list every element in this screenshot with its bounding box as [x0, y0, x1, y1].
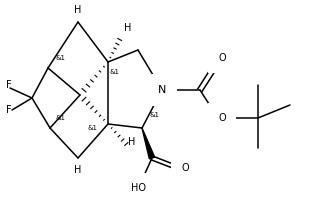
Text: &1: &1 [55, 115, 65, 121]
Text: &1: &1 [87, 125, 97, 131]
Text: O: O [181, 163, 189, 173]
Text: O: O [218, 113, 226, 123]
Text: H: H [74, 165, 82, 175]
Text: H: H [74, 5, 82, 15]
Text: &1: &1 [109, 69, 119, 75]
Polygon shape [142, 128, 155, 159]
Text: O: O [218, 53, 226, 63]
Text: F: F [6, 80, 12, 90]
Text: H: H [128, 137, 136, 147]
Text: N: N [158, 85, 166, 95]
Text: &1: &1 [150, 112, 160, 118]
Text: HO: HO [131, 183, 146, 193]
Text: F: F [6, 105, 12, 115]
Text: H: H [124, 23, 132, 33]
Text: &1: &1 [55, 55, 65, 61]
